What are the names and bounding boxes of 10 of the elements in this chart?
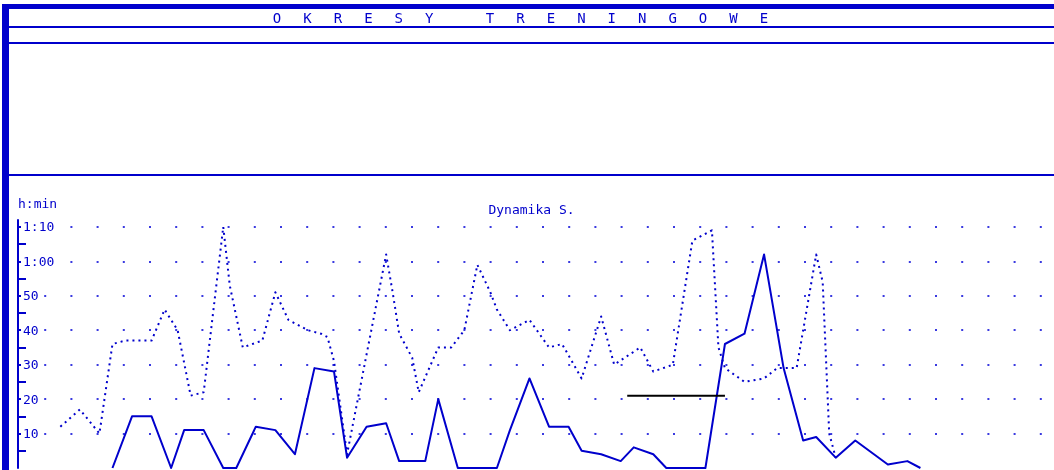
chart-title: OKRESY TRENINGOWE bbox=[271, 9, 792, 27]
y-tick-label: 1:10 bbox=[23, 219, 55, 235]
chart-subtitle: Dynamika S. bbox=[488, 202, 575, 217]
y-tick-label: 20 bbox=[23, 391, 39, 407]
y-tick-label: 30 bbox=[23, 357, 39, 373]
y-tick-label: 10 bbox=[23, 426, 39, 442]
y-tick-label: 1:00 bbox=[23, 253, 55, 269]
y-tick-label: 40 bbox=[23, 322, 39, 338]
y-tick-label: 50 bbox=[23, 288, 39, 304]
y-axis-title: h:min bbox=[18, 196, 58, 211]
